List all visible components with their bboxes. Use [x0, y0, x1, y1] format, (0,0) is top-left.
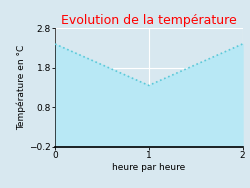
Title: Evolution de la température: Evolution de la température [61, 14, 236, 27]
X-axis label: heure par heure: heure par heure [112, 163, 186, 172]
Y-axis label: Température en °C: Température en °C [17, 45, 26, 130]
